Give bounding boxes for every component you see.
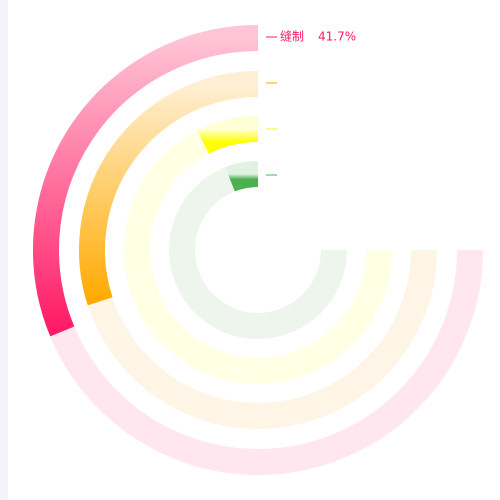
progress-bar [225, 161, 259, 192]
track [124, 116, 392, 384]
side-strip [0, 0, 8, 500]
progress-bar [79, 71, 259, 306]
progress-bar [33, 25, 259, 337]
track [169, 161, 347, 339]
value-label: 41.7% [318, 30, 356, 44]
series-name: 缝制 [280, 29, 304, 44]
progress-bar [197, 116, 259, 154]
